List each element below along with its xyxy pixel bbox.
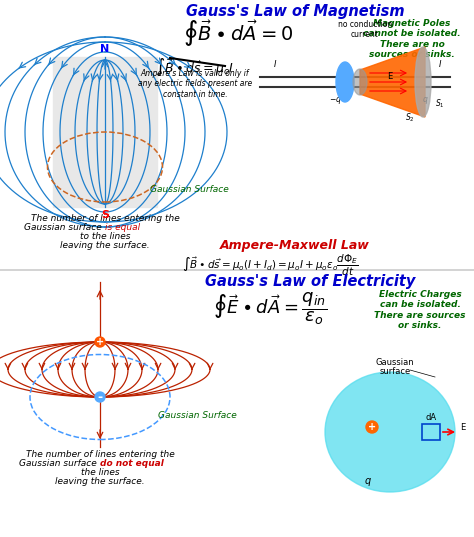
Text: Gaussian surface: Gaussian surface xyxy=(24,223,105,232)
Text: no conduction
current: no conduction current xyxy=(338,20,392,39)
Text: Magnetic Poles
cannot be isolated.
There are no
sources or sinks.: Magnetic Poles cannot be isolated. There… xyxy=(363,19,461,59)
Text: Gaussian Surface: Gaussian Surface xyxy=(150,185,229,194)
Text: leaving the surface.: leaving the surface. xyxy=(60,241,150,250)
Text: Gaussian surface: Gaussian surface xyxy=(19,459,100,468)
Text: Gauss's Law of Electricity: Gauss's Law of Electricity xyxy=(205,274,415,289)
Text: Ampere's Law is valid only if
any electric fields present are
constant in time.: Ampere's Law is valid only if any electr… xyxy=(138,69,252,99)
Ellipse shape xyxy=(336,62,354,102)
Text: S: S xyxy=(101,210,109,220)
Text: E: E xyxy=(387,72,392,81)
Text: leaving the surface.: leaving the surface. xyxy=(55,477,145,486)
Text: dA: dA xyxy=(426,413,437,422)
Text: is equal: is equal xyxy=(105,223,140,232)
Text: do not equal: do not equal xyxy=(100,459,164,468)
Circle shape xyxy=(95,337,105,347)
Text: The number of lines entering the: The number of lines entering the xyxy=(26,450,174,459)
Bar xyxy=(53,57,157,207)
Text: -: - xyxy=(98,390,102,403)
Text: I: I xyxy=(439,60,441,69)
Ellipse shape xyxy=(415,47,431,117)
Text: the lines: the lines xyxy=(81,468,119,477)
Text: +: + xyxy=(96,337,104,347)
Polygon shape xyxy=(360,47,425,117)
Text: Electric Charges
can be isolated.
There are sources
or sinks.: Electric Charges can be isolated. There … xyxy=(374,290,466,330)
Text: Gaussian: Gaussian xyxy=(376,358,414,367)
Text: E: E xyxy=(460,423,465,432)
Text: $\oint \vec{E} \bullet d\vec{A} = \dfrac{q_{in}}{\varepsilon_o}$: $\oint \vec{E} \bullet d\vec{A} = \dfrac… xyxy=(213,290,327,326)
Text: $\int \vec{B} \bullet d\vec{s} = \mu_o(I + I_d) = \mu_o I + \mu_o \varepsilon_o : $\int \vec{B} \bullet d\vec{s} = \mu_o(I… xyxy=(182,253,358,278)
Text: $S_1$: $S_1$ xyxy=(435,98,445,111)
Ellipse shape xyxy=(325,372,455,492)
Text: Gaussian Surface: Gaussian Surface xyxy=(158,410,237,419)
Text: q: q xyxy=(365,476,371,486)
Text: Ampere-Maxwell Law: Ampere-Maxwell Law xyxy=(220,239,370,252)
Circle shape xyxy=(366,421,378,433)
Text: $-q$: $-q$ xyxy=(328,95,341,106)
Text: The number of lines entering the: The number of lines entering the xyxy=(31,214,179,223)
Text: $S_2$: $S_2$ xyxy=(405,111,415,124)
Text: surface: surface xyxy=(379,367,410,376)
Circle shape xyxy=(95,392,105,402)
Text: +: + xyxy=(368,422,376,432)
Ellipse shape xyxy=(353,69,367,95)
Bar xyxy=(422,424,440,440)
Text: $\int \vec{B} \bullet d\vec{s} = \mu_o I$: $\int \vec{B} \bullet d\vec{s} = \mu_o I… xyxy=(155,56,235,78)
Text: to the lines: to the lines xyxy=(80,232,130,241)
Text: I: I xyxy=(274,60,276,69)
Text: N: N xyxy=(100,44,109,54)
Text: Gauss's Law of Magnetism: Gauss's Law of Magnetism xyxy=(186,4,404,19)
Text: $q$: $q$ xyxy=(422,95,428,106)
Text: $\oint \vec{B} \bullet d\vec{A} = 0$: $\oint \vec{B} \bullet d\vec{A} = 0$ xyxy=(183,19,293,49)
